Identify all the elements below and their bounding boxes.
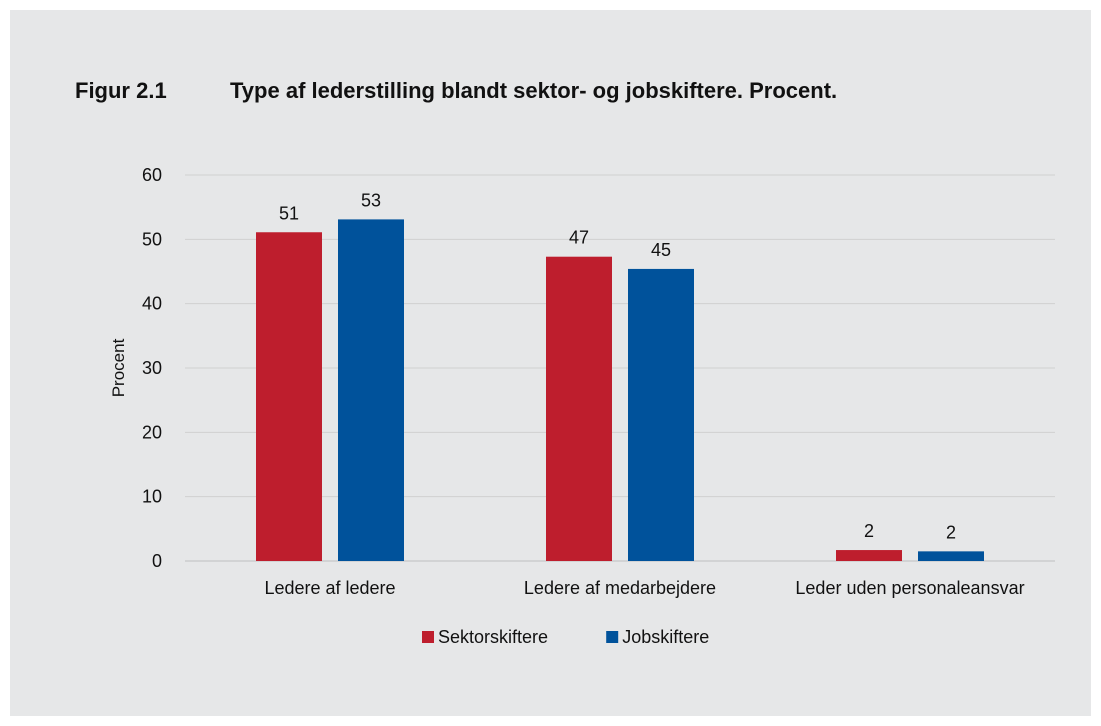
legend-swatch-jobskiftere (606, 631, 619, 643)
y-tick-label: 0 (152, 551, 162, 571)
bar-jobskiftere (918, 551, 984, 561)
y-tick-label: 10 (142, 487, 162, 507)
legend-label: Sektorskiftere (438, 627, 548, 647)
legend-label: Jobskiftere (622, 627, 709, 647)
y-tick-label: 40 (142, 294, 162, 314)
data-label: 51 (279, 203, 299, 223)
figure-title: Type af lederstilling blandt sektor- og … (230, 78, 838, 103)
x-tick-label: Ledere af ledere (264, 578, 395, 598)
y-tick-label: 60 (142, 165, 162, 185)
y-tick-label: 50 (142, 229, 162, 249)
data-label: 2 (946, 522, 956, 542)
figure-label: Figur 2.1 (75, 78, 167, 103)
y-tick-label: 20 (142, 422, 162, 442)
legend-swatch-sektorskiftere (422, 631, 434, 643)
data-label: 47 (569, 228, 589, 248)
bar-jobskiftere (338, 219, 404, 561)
bar-sektorskiftere (836, 550, 902, 561)
bar-sektorskiftere (256, 232, 322, 562)
x-tick-label: Leder uden personaleansvar (795, 578, 1024, 598)
x-tick-label: Ledere af medarbejdere (524, 578, 716, 598)
data-label: 53 (361, 190, 381, 210)
bar-sektorskiftere (546, 256, 612, 561)
data-label: 45 (651, 240, 671, 260)
y-axis-label: Procent (109, 338, 128, 397)
y-tick-label: 30 (142, 358, 162, 378)
bar-jobskiftere (628, 268, 694, 561)
data-label: 2 (864, 521, 874, 541)
